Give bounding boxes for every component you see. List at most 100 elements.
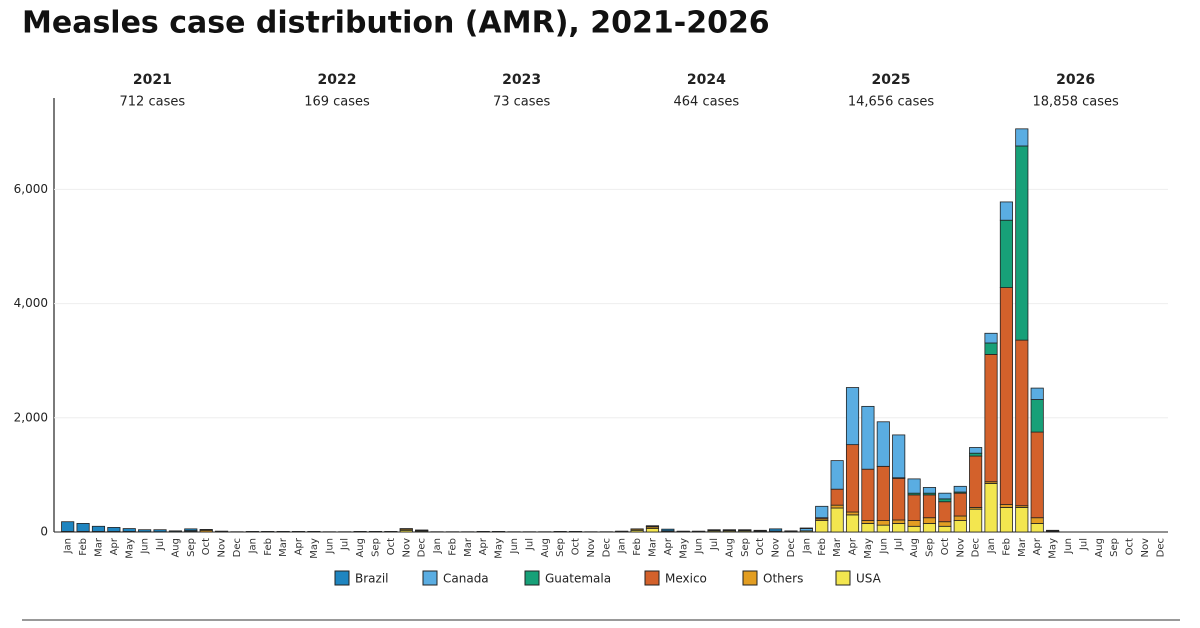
bar-segment: [938, 525, 952, 533]
bar-segment: [876, 524, 890, 533]
bar-segment: [861, 520, 875, 524]
bar-segment: [953, 485, 967, 493]
chart-title: Measles case distribution (AMR), 2021-20…: [22, 6, 770, 41]
year-label: 2024: [687, 72, 726, 88]
bar-segment: [815, 505, 829, 519]
x-tick-label: Jun: [140, 538, 151, 555]
x-tick-label: Dec: [786, 538, 797, 557]
legend-swatch: [422, 570, 438, 586]
year-cases: 18,858 cases: [1033, 95, 1120, 110]
bar-segment: [61, 521, 75, 532]
bar-segment: [876, 465, 890, 521]
bar-segment: [830, 460, 844, 490]
bar-segment: [107, 527, 121, 532]
year-cases: 712 cases: [120, 95, 186, 110]
bar-segment: [953, 520, 967, 533]
bar-segment: [784, 530, 798, 532]
x-tick-label: Feb: [1001, 538, 1012, 556]
x-tick-label: Nov: [217, 538, 228, 558]
bar-segment: [845, 444, 860, 513]
x-tick-label: Sep: [370, 538, 381, 557]
legend-swatch: [644, 570, 660, 586]
x-tick-label: Apr: [294, 537, 305, 555]
x-tick-label: Sep: [1109, 538, 1120, 557]
bar-segment: [969, 452, 983, 457]
x-tick-label: Feb: [78, 538, 89, 556]
bar-segment: [91, 525, 106, 532]
x-tick-label: Jan: [801, 538, 812, 554]
x-tick-label: Sep: [740, 538, 751, 557]
bar-segment: [845, 387, 860, 446]
bar-segment: [907, 525, 921, 533]
x-tick-label: Aug: [540, 538, 551, 558]
bar-segment: [999, 287, 1013, 505]
x-tick-label: Dec: [1155, 538, 1166, 557]
legend-label: USA: [856, 572, 882, 586]
x-tick-label: Jun: [878, 538, 889, 555]
bar-segment: [922, 487, 937, 494]
bar-segment: [138, 529, 152, 533]
x-tick-label: Nov: [586, 538, 597, 558]
x-tick-label: Jan: [247, 538, 258, 554]
year-cases: 464 cases: [674, 95, 740, 110]
year-label: 2026: [1056, 72, 1095, 88]
x-tick-label: Aug: [1094, 538, 1105, 558]
year-label: 2022: [318, 72, 357, 88]
bar-segment: [953, 515, 967, 521]
x-tick-label: Jun: [324, 538, 335, 555]
bar-segment: [830, 488, 844, 506]
bar-segment: [1030, 399, 1044, 433]
bar-segment: [661, 528, 675, 532]
x-tick-label: May: [494, 538, 505, 559]
x-tick-label: Jan: [63, 538, 74, 554]
year-label: 2025: [872, 72, 911, 88]
bar-segment: [199, 529, 213, 531]
legend-swatch: [334, 570, 350, 586]
x-tick-label: Mar: [832, 537, 843, 557]
x-tick-label: Apr: [478, 537, 489, 555]
bar-segment: [999, 504, 1013, 508]
x-tick-label: Jan: [432, 538, 443, 554]
y-tick-label: 4,000: [14, 296, 48, 310]
x-tick-label: Sep: [924, 538, 935, 557]
x-tick-label: Dec: [601, 538, 612, 557]
legend-label: Others: [763, 572, 803, 586]
y-tick-label: 2,000: [14, 410, 48, 424]
bar-segment: [861, 405, 875, 470]
legend-label: Guatemala: [545, 572, 611, 586]
legend-label: Canada: [443, 572, 489, 586]
bar-segment: [984, 342, 998, 355]
bar-segment: [922, 523, 937, 533]
year-cases: 169 cases: [304, 95, 370, 110]
x-tick-label: May: [678, 538, 689, 559]
x-tick-label: Aug: [909, 538, 920, 558]
bar-segment: [999, 507, 1013, 533]
x-tick-label: Mar: [1017, 537, 1028, 557]
x-tick-label: Oct: [571, 538, 582, 555]
year-cases: 73 cases: [493, 95, 551, 110]
x-tick-label: Apr: [848, 537, 859, 555]
x-tick-label: Mar: [93, 537, 104, 557]
year-cases: 14,656 cases: [848, 95, 935, 110]
bar-segment: [830, 507, 844, 533]
bar-segment: [645, 525, 660, 527]
legend-label: Mexico: [665, 572, 707, 586]
y-tick-label: 6,000: [14, 182, 48, 196]
x-tick-label: Feb: [447, 538, 458, 556]
x-tick-label: Jul: [709, 538, 720, 551]
x-tick-label: Mar: [463, 537, 474, 557]
x-tick-label: Jul: [155, 538, 166, 551]
x-tick-label: Dec: [232, 538, 243, 557]
bar-segment: [153, 529, 167, 533]
bar-segment: [892, 434, 906, 479]
legend-swatch: [742, 570, 758, 586]
bar-segment: [938, 492, 952, 500]
x-tick-label: Jul: [894, 538, 905, 551]
bar-segment: [938, 501, 952, 523]
x-tick-label: Jan: [986, 538, 997, 554]
bar-segment: [861, 468, 875, 521]
bar-segment: [984, 483, 998, 533]
x-tick-label: May: [309, 538, 320, 559]
x-tick-label: Aug: [170, 538, 181, 558]
